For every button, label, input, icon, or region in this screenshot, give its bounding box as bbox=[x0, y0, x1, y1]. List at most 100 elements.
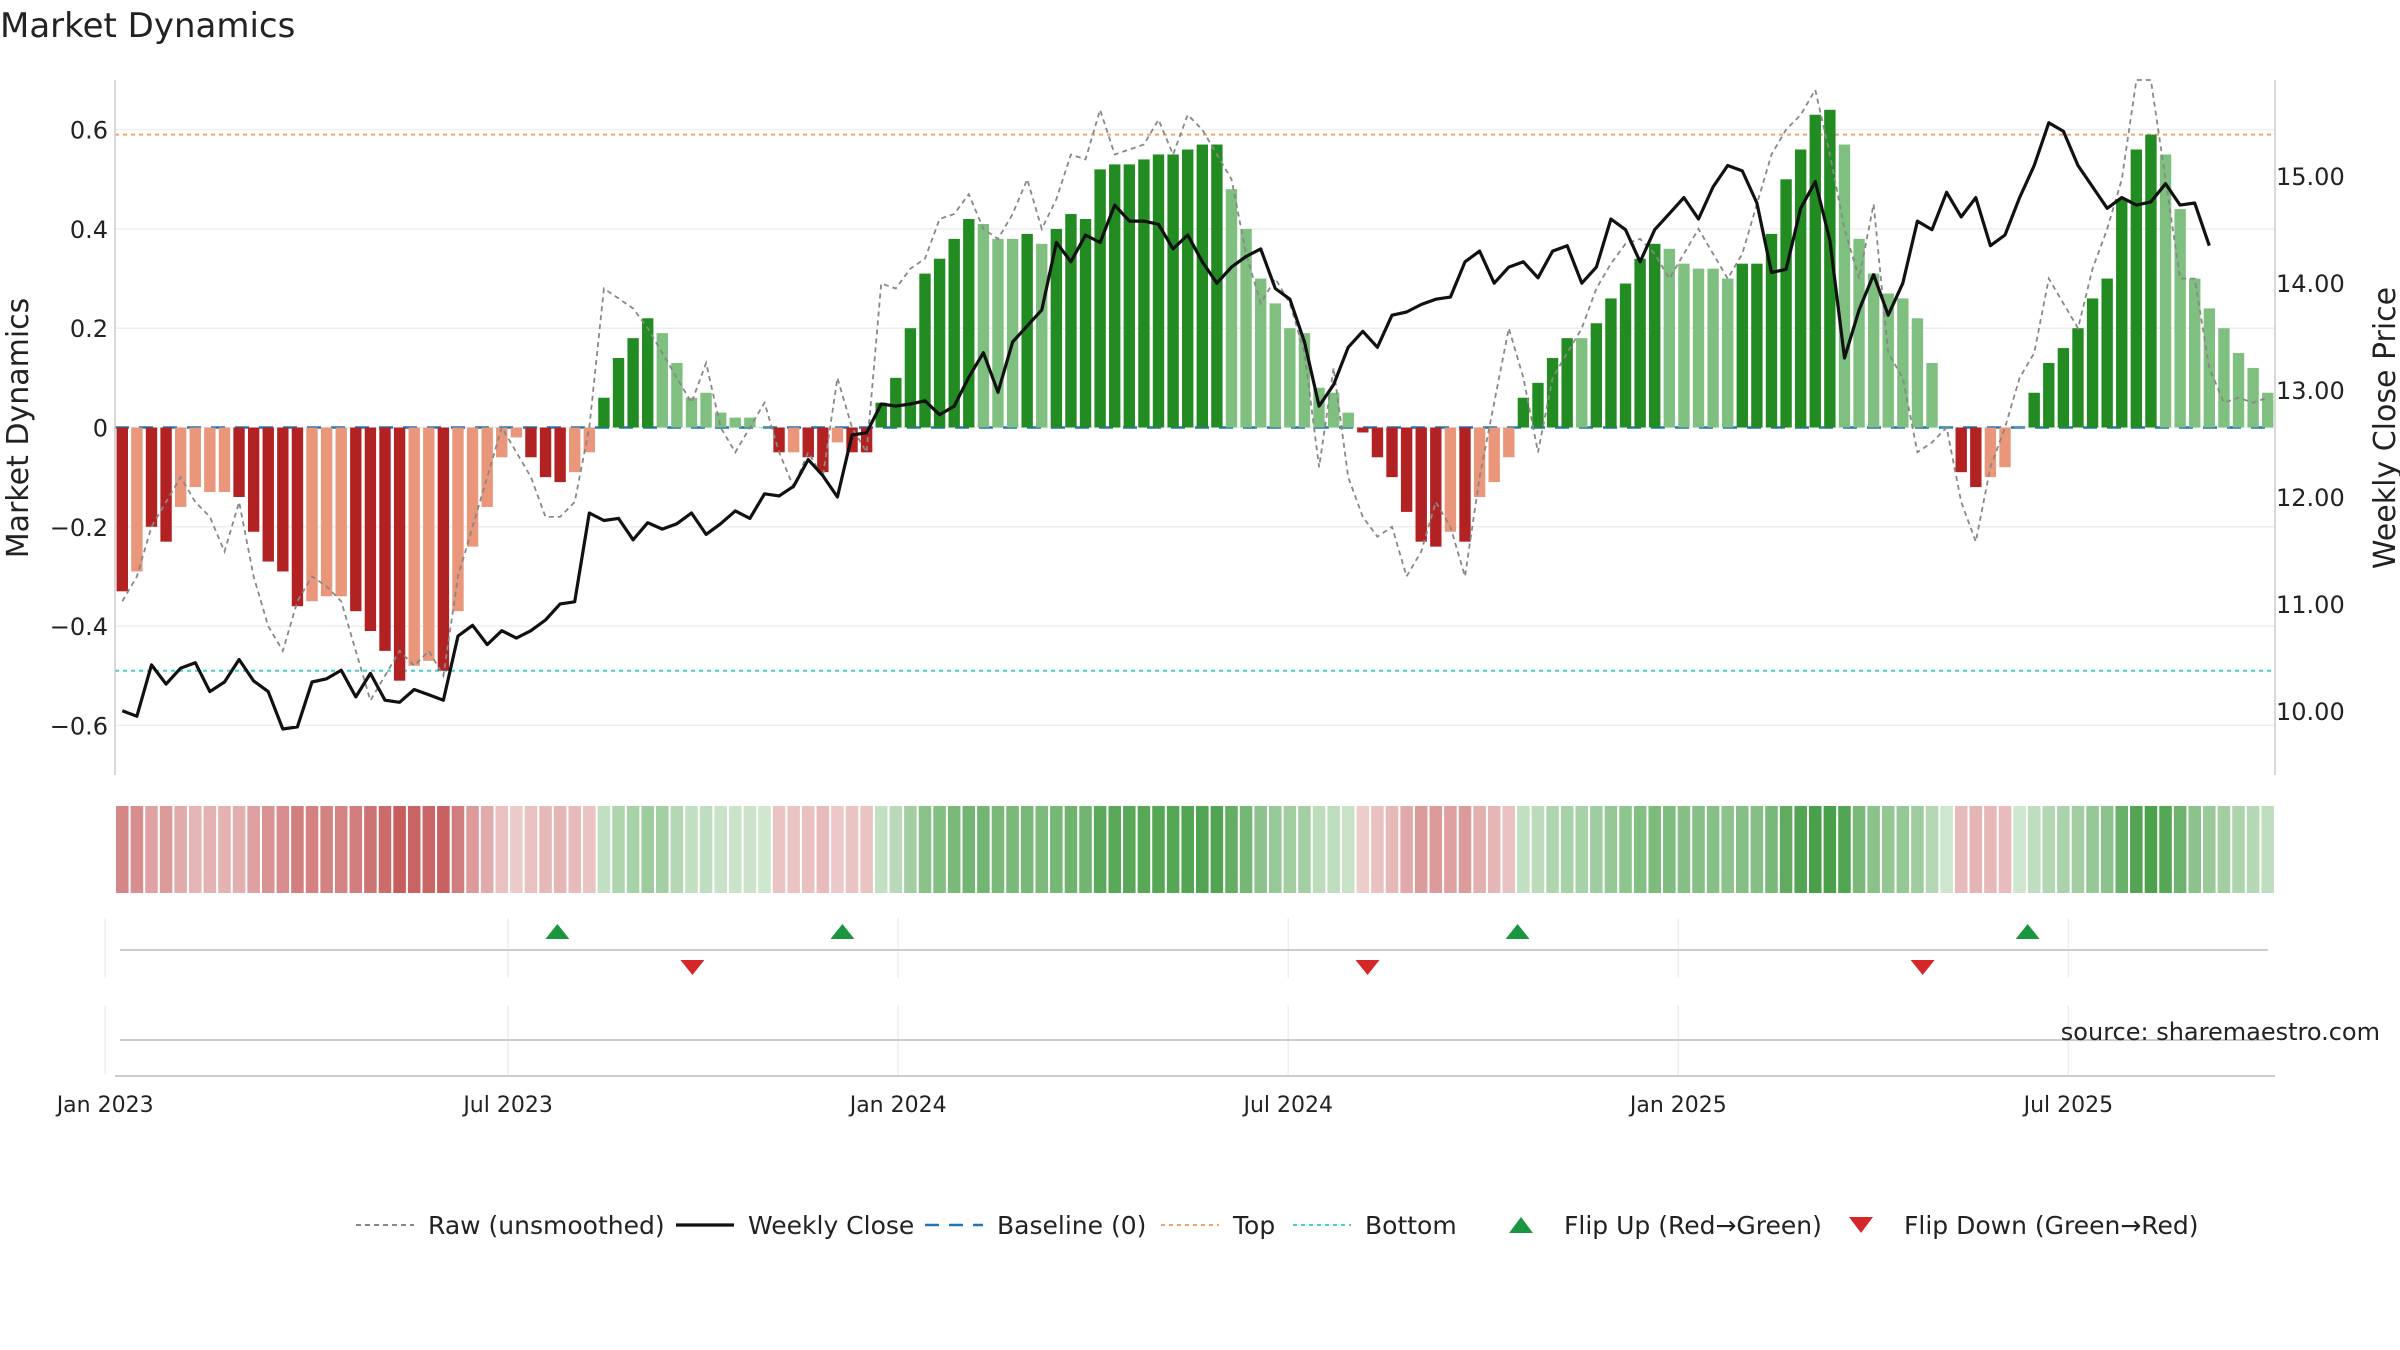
momentum-bar bbox=[1765, 233, 1778, 428]
momentum-bar bbox=[335, 427, 347, 597]
momentum-bar bbox=[685, 397, 698, 428]
momentum-bar bbox=[2218, 328, 2230, 428]
momentum-bar bbox=[1824, 109, 1836, 428]
momentum-bar bbox=[145, 427, 158, 527]
momentum-bar bbox=[1006, 238, 1019, 428]
heat-cell bbox=[2217, 806, 2231, 893]
heat-cell bbox=[1210, 806, 1224, 893]
heat-cell bbox=[816, 806, 830, 893]
heat-cell bbox=[393, 806, 406, 893]
momentum-bar bbox=[1182, 149, 1194, 428]
legend-item: Baseline (0) bbox=[925, 1211, 1146, 1240]
heat-cell bbox=[860, 806, 873, 893]
momentum-bar bbox=[1152, 154, 1165, 428]
momentum-bar bbox=[1211, 144, 1223, 428]
heat-cell bbox=[772, 806, 786, 893]
momentum-bar bbox=[2072, 328, 2084, 428]
momentum-bar bbox=[2101, 278, 2113, 428]
heat-cell bbox=[1079, 806, 1092, 893]
momentum-bar bbox=[1926, 362, 1938, 428]
heat-cell bbox=[218, 806, 231, 893]
momentum-bar bbox=[233, 427, 245, 497]
heat-cell bbox=[1444, 806, 1457, 893]
momentum-bar bbox=[160, 427, 172, 542]
heat-cell bbox=[1619, 806, 1632, 893]
left-tick-label: 0.2 bbox=[70, 315, 108, 343]
momentum-bar bbox=[1546, 358, 1559, 428]
momentum-bar bbox=[1692, 268, 1705, 428]
momentum-bar bbox=[758, 427, 771, 429]
momentum-bar bbox=[2247, 367, 2259, 428]
momentum-bar bbox=[787, 427, 800, 453]
legend-label: Weekly Close bbox=[748, 1211, 914, 1240]
heat-cell bbox=[1911, 806, 1924, 893]
heat-cell bbox=[1517, 806, 1530, 893]
heat-cell bbox=[2115, 806, 2129, 893]
heat-cell bbox=[1852, 806, 1866, 893]
heat-cell bbox=[1736, 806, 1749, 893]
momentum-bar bbox=[1780, 179, 1792, 428]
flip-down-marker bbox=[680, 960, 705, 975]
heat-cell bbox=[1385, 806, 1399, 893]
momentum-bar bbox=[1284, 328, 1296, 428]
heat-cell bbox=[612, 806, 625, 893]
heat-cell bbox=[451, 806, 465, 893]
heat-cell bbox=[889, 806, 903, 893]
legend-swatch-flip-down bbox=[1849, 1217, 1873, 1233]
momentum-bar bbox=[2262, 392, 2274, 428]
x-tick-label: Jan 2024 bbox=[848, 1093, 947, 1118]
momentum-bar bbox=[1751, 263, 1763, 428]
momentum-bar bbox=[714, 412, 727, 428]
momentum-bar bbox=[262, 427, 274, 562]
momentum-heat-strip bbox=[116, 806, 2274, 893]
momentum-bar bbox=[875, 402, 887, 428]
heat-cell bbox=[261, 806, 275, 893]
x-tick-label: Jul 2025 bbox=[2022, 1093, 2114, 1118]
heat-cell bbox=[1633, 806, 1647, 893]
heat-cell bbox=[801, 806, 815, 893]
momentum-bar bbox=[1094, 169, 1106, 428]
heat-cell bbox=[1721, 806, 1734, 893]
heat-cell bbox=[276, 806, 290, 893]
heat-cell bbox=[1123, 806, 1136, 893]
heat-cell bbox=[699, 806, 713, 893]
flip-markers-panel bbox=[104, 918, 2268, 978]
weekly-close-series bbox=[121, 121, 2211, 731]
momentum-bar bbox=[1955, 427, 1967, 473]
heat-cell bbox=[1341, 806, 1355, 893]
heat-cell bbox=[1502, 806, 1516, 893]
heat-cell bbox=[2173, 806, 2187, 893]
momentum-bar bbox=[1021, 233, 1033, 428]
heat-cell bbox=[1590, 806, 1603, 893]
heat-cell bbox=[1166, 806, 1180, 893]
heat-cell bbox=[787, 806, 800, 893]
heat-cell bbox=[553, 806, 567, 893]
momentum-bar bbox=[890, 377, 902, 428]
heat-cell bbox=[1312, 806, 1326, 893]
momentum-bar bbox=[1605, 298, 1617, 428]
heat-cell bbox=[2027, 806, 2041, 893]
heat-cell bbox=[145, 806, 158, 893]
heat-cell bbox=[1648, 806, 1662, 893]
momentum-bar bbox=[802, 427, 814, 458]
heat-cell bbox=[685, 806, 698, 893]
heat-cell bbox=[977, 806, 990, 893]
heat-cell bbox=[320, 806, 333, 893]
momentum-bar bbox=[116, 427, 128, 592]
heat-cell bbox=[758, 806, 771, 893]
heat-cell bbox=[1779, 806, 1793, 893]
heat-cell bbox=[1298, 806, 1311, 893]
momentum-bar bbox=[437, 427, 450, 671]
heat-cell bbox=[1575, 806, 1589, 893]
momentum-bar bbox=[1167, 154, 1179, 428]
momentum-bar bbox=[1240, 228, 1252, 428]
heat-cell bbox=[1400, 806, 1413, 893]
heat-cell bbox=[2086, 806, 2099, 893]
legend-label: Flip Up (Red→Green) bbox=[1564, 1211, 1822, 1240]
momentum-bar bbox=[2013, 427, 2026, 429]
x-tick-label: Jul 2024 bbox=[1241, 1093, 1333, 1118]
heat-cell bbox=[1225, 806, 1238, 893]
heat-cell bbox=[305, 806, 319, 893]
momentum-bar bbox=[1298, 333, 1311, 428]
